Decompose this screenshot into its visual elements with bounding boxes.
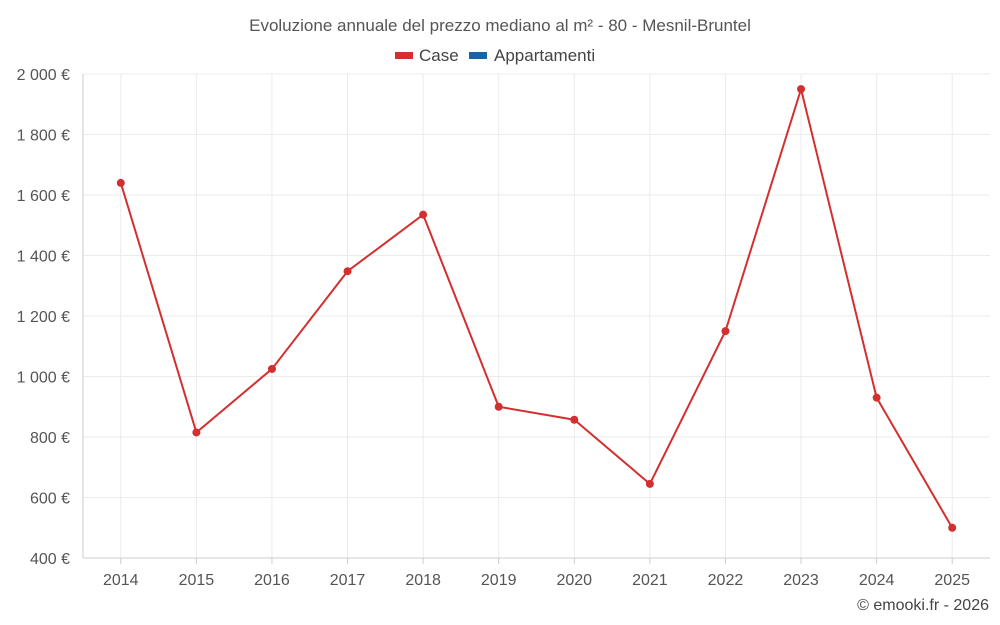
data-point-case-2019[interactable] (494, 402, 503, 411)
legend-swatch-appartamenti (469, 52, 487, 59)
legend-label-case: Case (419, 46, 459, 65)
data-point-case-2022[interactable] (721, 327, 730, 336)
legend: Case Appartamenti (395, 46, 595, 65)
x-tick-label: 2023 (783, 572, 819, 589)
y-tick-label: 600 € (30, 491, 70, 508)
x-tick-label: 2021 (632, 572, 668, 589)
y-tick-label: 2 000 € (17, 67, 70, 84)
x-tick-label: 2020 (556, 572, 592, 589)
legend-swatch-case (395, 52, 413, 59)
data-point-case-2016[interactable] (267, 364, 276, 373)
x-axis-ticks: 2014 2015 2016 2017 2018 2019 2020 2021 2022 2023… (103, 572, 970, 589)
y-tick-label: 400 € (30, 551, 70, 568)
y-tick-label: 1 000 € (17, 370, 70, 387)
data-point-case-2023[interactable] (797, 85, 806, 94)
y-tick-label: 1 800 € (17, 128, 70, 145)
data-point-case-2017[interactable] (343, 267, 352, 276)
y-axis-ticks: 400 € 600 € 800 € 1 000 € 1 200 € 1 400 € 1 60… (17, 67, 70, 568)
data-point-case-2015[interactable] (192, 428, 201, 437)
legend-item-case[interactable]: Case (395, 46, 459, 65)
x-tick-label: 2024 (859, 572, 895, 589)
y-tick-label: 1 200 € (17, 309, 70, 326)
y-tick-label: 1 400 € (17, 249, 70, 266)
x-tick-label: 2014 (103, 572, 139, 589)
x-tick-label: 2025 (934, 572, 970, 589)
y-tick-label: 1 600 € (17, 188, 70, 205)
data-point-case-2024[interactable] (872, 393, 881, 402)
chart-title: Evoluzione annuale del prezzo mediano al… (249, 16, 751, 35)
axes (82, 74, 990, 564)
data-point-case-2014[interactable] (116, 178, 125, 187)
y-tick-label: 800 € (30, 430, 70, 447)
data-point-case-2018[interactable] (419, 210, 428, 219)
data-point-case-2020[interactable] (570, 415, 579, 424)
x-tick-label: 2016 (254, 572, 290, 589)
legend-label-appartamenti: Appartamenti (494, 46, 595, 65)
x-tick-label: 2015 (179, 572, 215, 589)
x-tick-label: 2022 (708, 572, 744, 589)
data-point-case-2021[interactable] (645, 479, 654, 488)
series-case (116, 85, 957, 532)
x-tick-label: 2018 (405, 572, 441, 589)
series-line-case (119, 88, 954, 529)
grid (83, 73, 990, 558)
legend-item-appartamenti[interactable]: Appartamenti (469, 46, 595, 65)
x-tick-label: 2019 (481, 572, 517, 589)
credit-text: © emooki.fr - 2026 (857, 597, 989, 614)
x-tick-label: 2017 (330, 572, 366, 589)
data-point-case-2025[interactable] (948, 523, 957, 532)
